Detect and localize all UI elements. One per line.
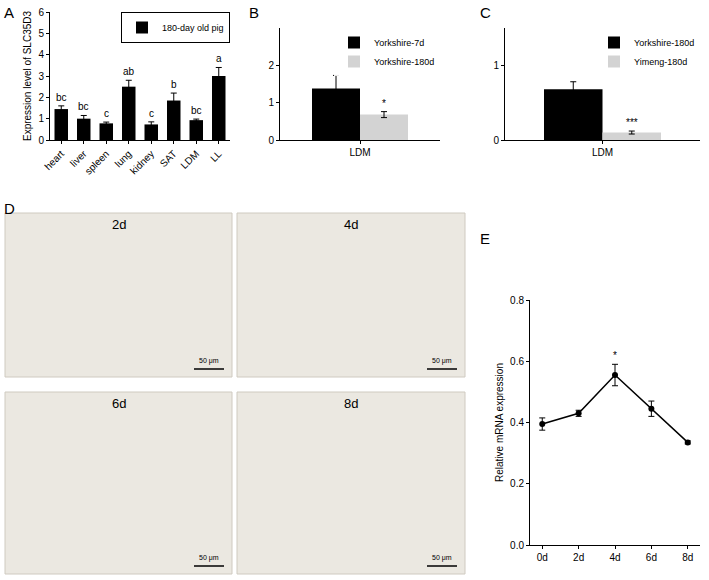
svg-text:8d: 8d <box>344 396 358 411</box>
svg-text:heart: heart <box>42 148 66 172</box>
svg-text:Yimeng-180d: Yimeng-180d <box>634 57 687 67</box>
svg-text:Yorkshire-180d: Yorkshire-180d <box>634 38 694 48</box>
svg-text:Relative mRNA expression: Relative mRNA expression <box>494 363 505 482</box>
svg-text:lung: lung <box>113 148 134 169</box>
svg-text:ab: ab <box>123 66 135 77</box>
svg-text:liver: liver <box>68 148 89 169</box>
svg-text:0.2: 0.2 <box>510 478 524 489</box>
svg-text:0.4: 0.4 <box>510 417 524 428</box>
svg-text:b: b <box>171 79 177 90</box>
svg-text:50 μm: 50 μm <box>199 357 219 365</box>
svg-text:3: 3 <box>38 71 44 82</box>
svg-text:c: c <box>149 108 154 119</box>
svg-text:LDM: LDM <box>592 147 613 158</box>
svg-text:2: 2 <box>268 60 274 71</box>
svg-text:***: *** <box>626 117 638 128</box>
svg-text:A: A <box>4 4 14 21</box>
svg-text:0: 0 <box>268 135 274 146</box>
svg-text:6: 6 <box>38 7 44 18</box>
svg-text:50 μm: 50 μm <box>432 554 452 562</box>
svg-text:0: 0 <box>493 135 499 146</box>
svg-text:*: * <box>613 350 617 361</box>
svg-text:8d: 8d <box>682 552 693 563</box>
svg-text:0: 0 <box>38 135 44 146</box>
svg-text:0.8: 0.8 <box>510 295 524 306</box>
svg-text:B: B <box>249 4 259 21</box>
svg-text:180-day old pig: 180-day old pig <box>162 23 224 33</box>
svg-text:Yorkshire-7d: Yorkshire-7d <box>374 38 424 48</box>
svg-text:4: 4 <box>38 49 44 60</box>
svg-text:LDM: LDM <box>349 147 370 158</box>
svg-text:*: * <box>382 98 386 109</box>
svg-text:1: 1 <box>38 113 44 124</box>
svg-text:4d: 4d <box>344 217 358 232</box>
svg-text:SAT: SAT <box>158 148 179 169</box>
svg-text:E: E <box>480 230 490 247</box>
svg-text:50 μm: 50 μm <box>432 357 452 365</box>
svg-text:C: C <box>480 4 491 21</box>
svg-text:1: 1 <box>268 97 274 108</box>
svg-text:Yorkshire-180d: Yorkshire-180d <box>374 57 434 67</box>
svg-text:0.0: 0.0 <box>510 540 524 551</box>
svg-text:a: a <box>216 53 222 64</box>
svg-text:0d: 0d <box>537 552 548 563</box>
svg-text:0.6: 0.6 <box>510 356 524 367</box>
svg-text:2d: 2d <box>573 552 584 563</box>
svg-text:50 μm: 50 μm <box>199 554 219 562</box>
svg-text:LL: LL <box>208 148 224 164</box>
svg-text:D: D <box>4 200 15 217</box>
svg-text:Expression level of SLC35D3: Expression level of SLC35D3 <box>22 11 33 142</box>
svg-text:6d: 6d <box>646 552 657 563</box>
svg-text:2d: 2d <box>112 217 126 232</box>
svg-text:LDM: LDM <box>178 148 201 171</box>
svg-text:4d: 4d <box>609 552 620 563</box>
svg-text:spleen: spleen <box>83 148 112 177</box>
svg-text:c: c <box>104 108 109 119</box>
svg-text:kidney: kidney <box>128 148 156 176</box>
svg-text:bc: bc <box>191 105 202 116</box>
svg-text:6d: 6d <box>112 396 126 411</box>
svg-text:1: 1 <box>493 60 499 71</box>
svg-text:bc: bc <box>56 92 67 103</box>
svg-text:bc: bc <box>78 101 89 112</box>
svg-text:5: 5 <box>38 28 44 39</box>
svg-text:2: 2 <box>38 92 44 103</box>
